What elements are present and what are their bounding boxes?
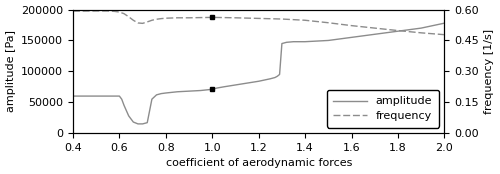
- amplitude: [118, 98, 124, 100]
- amplitude: [221, 86, 227, 88]
- amplitude: [214, 87, 220, 89]
- amplitude: [149, 98, 155, 100]
- amplitude: [163, 92, 169, 94]
- frequency: [144, 21, 150, 23]
- frequency: [442, 34, 448, 36]
- frequency: [210, 16, 216, 18]
- frequency: [93, 10, 99, 12]
- amplitude: [276, 73, 282, 76]
- amplitude: [279, 42, 285, 45]
- amplitude: [232, 84, 238, 86]
- frequency: [149, 19, 155, 21]
- amplitude: [395, 30, 401, 32]
- frequency: [302, 19, 308, 21]
- frequency: [130, 19, 136, 21]
- amplitude: [210, 88, 216, 90]
- amplitude: [93, 95, 99, 97]
- frequency: [105, 10, 111, 12]
- frequency: [221, 17, 227, 19]
- frequency: [154, 18, 160, 20]
- amplitude: [281, 42, 287, 44]
- frequency: [395, 30, 401, 32]
- amplitude: [302, 41, 308, 43]
- frequency: [174, 17, 180, 19]
- Line: amplitude: amplitude: [73, 23, 444, 124]
- frequency: [348, 25, 354, 27]
- amplitude: [70, 95, 76, 97]
- Legend: amplitude, frequency: amplitude, frequency: [327, 90, 439, 128]
- amplitude: [135, 123, 141, 125]
- frequency: [163, 17, 169, 19]
- amplitude: [326, 39, 332, 42]
- X-axis label: coefficient of aerodynamic forces: coefficient of aerodynamic forces: [166, 159, 352, 168]
- frequency: [140, 22, 145, 24]
- amplitude: [256, 80, 262, 82]
- frequency: [158, 18, 164, 20]
- frequency: [232, 17, 238, 19]
- amplitude: [144, 122, 150, 124]
- Y-axis label: frequency [1/s]: frequency [1/s]: [484, 29, 494, 114]
- frequency: [126, 16, 132, 18]
- frequency: [326, 22, 332, 24]
- amplitude: [116, 95, 122, 97]
- amplitude: [284, 41, 290, 43]
- amplitude: [244, 82, 250, 84]
- amplitude: [158, 93, 164, 95]
- frequency: [279, 18, 285, 20]
- frequency: [121, 13, 127, 15]
- frequency: [418, 32, 424, 34]
- amplitude: [418, 27, 424, 29]
- frequency: [116, 11, 122, 13]
- frequency: [112, 10, 117, 13]
- frequency: [70, 10, 76, 12]
- Y-axis label: amplitude [Pa]: amplitude [Pa]: [6, 30, 16, 112]
- amplitude: [174, 91, 180, 93]
- amplitude: [126, 115, 132, 117]
- amplitude: [442, 22, 448, 24]
- amplitude: [154, 94, 160, 96]
- frequency: [256, 17, 262, 19]
- amplitude: [198, 89, 203, 92]
- amplitude: [274, 75, 280, 77]
- Line: frequency: frequency: [73, 11, 444, 35]
- amplitude: [268, 78, 274, 80]
- amplitude: [348, 36, 354, 38]
- amplitude: [186, 90, 192, 92]
- amplitude: [130, 121, 136, 123]
- frequency: [135, 22, 141, 24]
- amplitude: [372, 33, 378, 35]
- amplitude: [140, 123, 145, 125]
- frequency: [198, 17, 203, 19]
- amplitude: [121, 104, 127, 106]
- frequency: [186, 17, 192, 19]
- amplitude: [290, 41, 296, 43]
- frequency: [372, 27, 378, 29]
- amplitude: [272, 77, 278, 79]
